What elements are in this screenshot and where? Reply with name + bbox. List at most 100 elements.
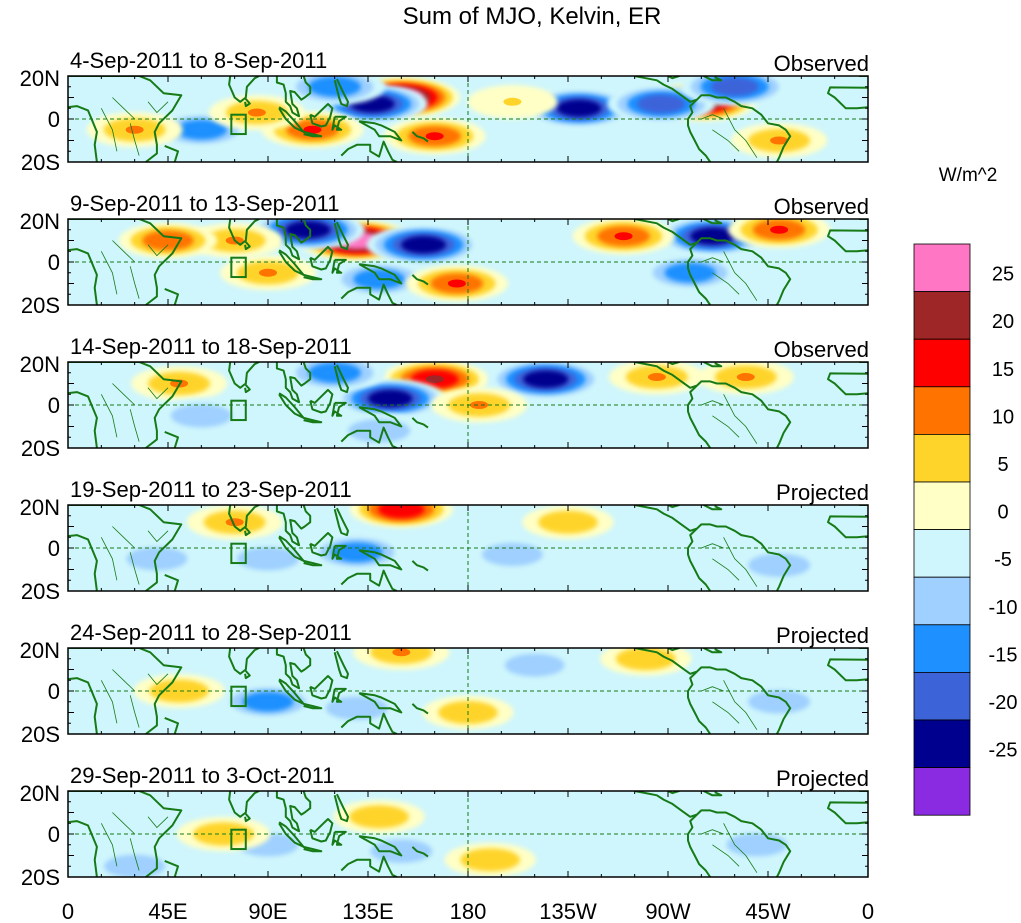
coastline — [331, 258, 347, 274]
country-border — [712, 701, 740, 724]
coastline — [68, 76, 183, 162]
country-border — [147, 816, 169, 829]
contour-peak — [559, 518, 577, 527]
coastline — [358, 406, 403, 428]
coastline — [228, 362, 260, 389]
contour-peak — [259, 268, 277, 277]
colorbar-swatch — [913, 672, 971, 721]
coastline — [68, 219, 183, 305]
coastline — [228, 219, 260, 246]
coastlines — [68, 219, 868, 305]
coastline — [411, 846, 429, 858]
contour-peak — [481, 855, 500, 864]
y-tick-label: 20S — [21, 293, 60, 318]
anomaly-center — [465, 537, 560, 572]
anomaly-center — [697, 362, 794, 395]
coastline — [244, 383, 251, 394]
coastline — [68, 362, 183, 448]
anomaly-center — [383, 117, 486, 155]
anomaly-center — [186, 505, 283, 540]
x-tick-label: 0 — [862, 899, 874, 923]
contour-peak — [770, 136, 789, 145]
coastline — [667, 648, 681, 652]
colorbar-level-label: -20 — [989, 692, 1018, 714]
coastline — [68, 505, 183, 591]
contour-peak — [363, 99, 382, 108]
coastline — [687, 813, 712, 877]
coastline — [827, 372, 868, 396]
contour-peak — [392, 648, 411, 657]
region-box — [230, 685, 247, 708]
coastline — [244, 669, 251, 680]
panel-5: 20N 0 20S 24-Sep-2011 to 28-Sep-2011 Project… — [20, 620, 869, 747]
y-tick-label: 20N — [20, 209, 60, 234]
anomaly-center — [366, 225, 481, 265]
coastline — [333, 793, 349, 823]
country-border — [712, 844, 740, 867]
anomaly-center — [710, 827, 804, 862]
coastline — [358, 120, 403, 142]
country-border — [129, 409, 140, 442]
coastline — [687, 527, 712, 591]
country-border — [712, 129, 740, 152]
anomaly-center — [608, 362, 705, 395]
x-tick-label: 135E — [342, 899, 393, 923]
panel-status: Projected — [776, 480, 869, 505]
contour-peak — [247, 108, 266, 117]
anomaly-center — [283, 362, 386, 391]
anomaly-center — [488, 362, 603, 399]
contour-peak — [614, 232, 633, 241]
coastline — [68, 648, 183, 734]
coastline — [303, 273, 323, 281]
panel-status: Projected — [776, 623, 869, 648]
colorbar-swatch — [913, 291, 971, 340]
contour-peak — [747, 840, 766, 849]
contour-peak — [425, 375, 444, 384]
coastline — [244, 97, 251, 108]
panel-status: Observed — [774, 194, 869, 219]
panel-status: Projected — [776, 766, 869, 791]
country-border — [701, 686, 724, 692]
coastline — [331, 830, 347, 846]
coastline — [687, 241, 712, 305]
coastline — [634, 362, 792, 448]
coastline — [275, 791, 312, 833]
contour-peak — [192, 411, 211, 420]
colorbar-swatch — [913, 433, 971, 483]
contour-peak — [414, 240, 433, 249]
region-box — [230, 399, 247, 422]
coastline — [703, 791, 723, 797]
anomaly-center — [118, 222, 218, 259]
country-border — [112, 669, 135, 692]
coastline — [411, 131, 429, 143]
coastlines — [68, 362, 868, 448]
coastline — [309, 675, 334, 700]
contour-peak — [736, 373, 755, 382]
coastline — [333, 221, 349, 251]
anomaly-center — [431, 387, 528, 423]
anomaly-center — [728, 219, 831, 248]
y-tick-label: 20N — [20, 495, 60, 520]
contour-peak — [525, 661, 544, 670]
coastline — [309, 818, 334, 843]
panel-date-range: 19-Sep-2011 to 23-Sep-2011 — [70, 477, 352, 502]
country-border — [147, 673, 169, 686]
anomaly-center — [731, 123, 828, 158]
contour-peak — [770, 225, 789, 234]
contour-peak — [647, 373, 666, 382]
anomaly-center — [220, 541, 316, 577]
anomaly-center — [349, 505, 453, 528]
coastline — [703, 76, 723, 82]
contour-peak — [392, 505, 411, 514]
colorbar-level-label: -5 — [994, 549, 1012, 571]
country-border — [100, 823, 118, 867]
anomaly-center — [283, 76, 386, 105]
country-border — [147, 387, 169, 400]
coastline — [164, 430, 179, 448]
coastline — [68, 105, 98, 162]
anomaly-center — [333, 799, 425, 834]
panel-4: 20N 0 20S 19-Sep-2011 to 23-Sep-2011 Project… — [20, 477, 869, 604]
x-tick-label: 180 — [450, 899, 487, 923]
y-tick-label: 20S — [21, 722, 60, 747]
coastline — [278, 535, 305, 562]
